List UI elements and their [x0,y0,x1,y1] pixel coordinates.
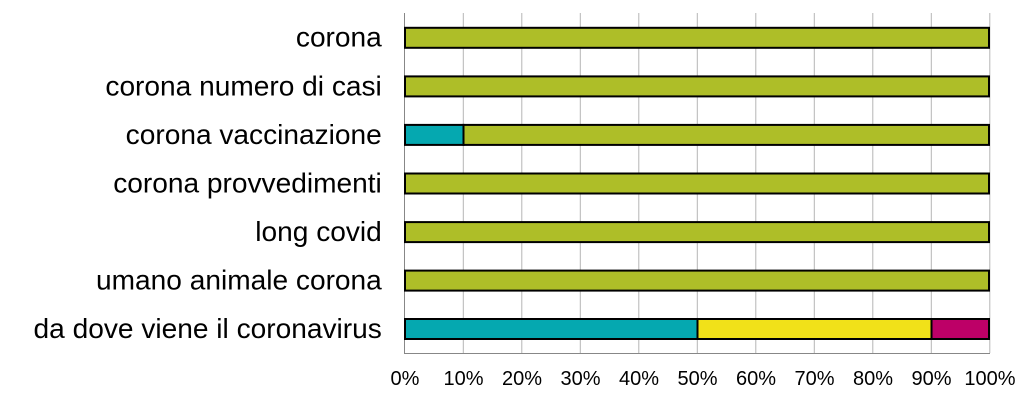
svg-text:60%: 60% [736,368,776,390]
svg-text:30%: 30% [560,368,600,390]
svg-text:corona provvedimenti: corona provvedimenti [113,167,382,198]
svg-text:corona: corona [296,22,382,53]
svg-text:70%: 70% [794,368,834,390]
svg-text:90%: 90% [911,368,951,390]
svg-text:umano animale corona: umano animale corona [96,265,382,296]
svg-text:50%: 50% [677,368,717,390]
svg-text:10%: 10% [443,368,483,390]
svg-text:20%: 20% [502,368,542,390]
svg-text:80%: 80% [853,368,893,390]
svg-text:100%: 100% [964,368,1015,390]
svg-text:0%: 0% [391,368,420,390]
svg-text:corona numero di casi: corona numero di casi [105,70,381,101]
svg-text:corona vaccinazione: corona vaccinazione [126,119,382,150]
svg-text:long covid: long covid [255,216,382,247]
svg-text:da dove viene il coronavirus: da dove viene il coronavirus [34,313,382,344]
svg-text:40%: 40% [619,368,659,390]
